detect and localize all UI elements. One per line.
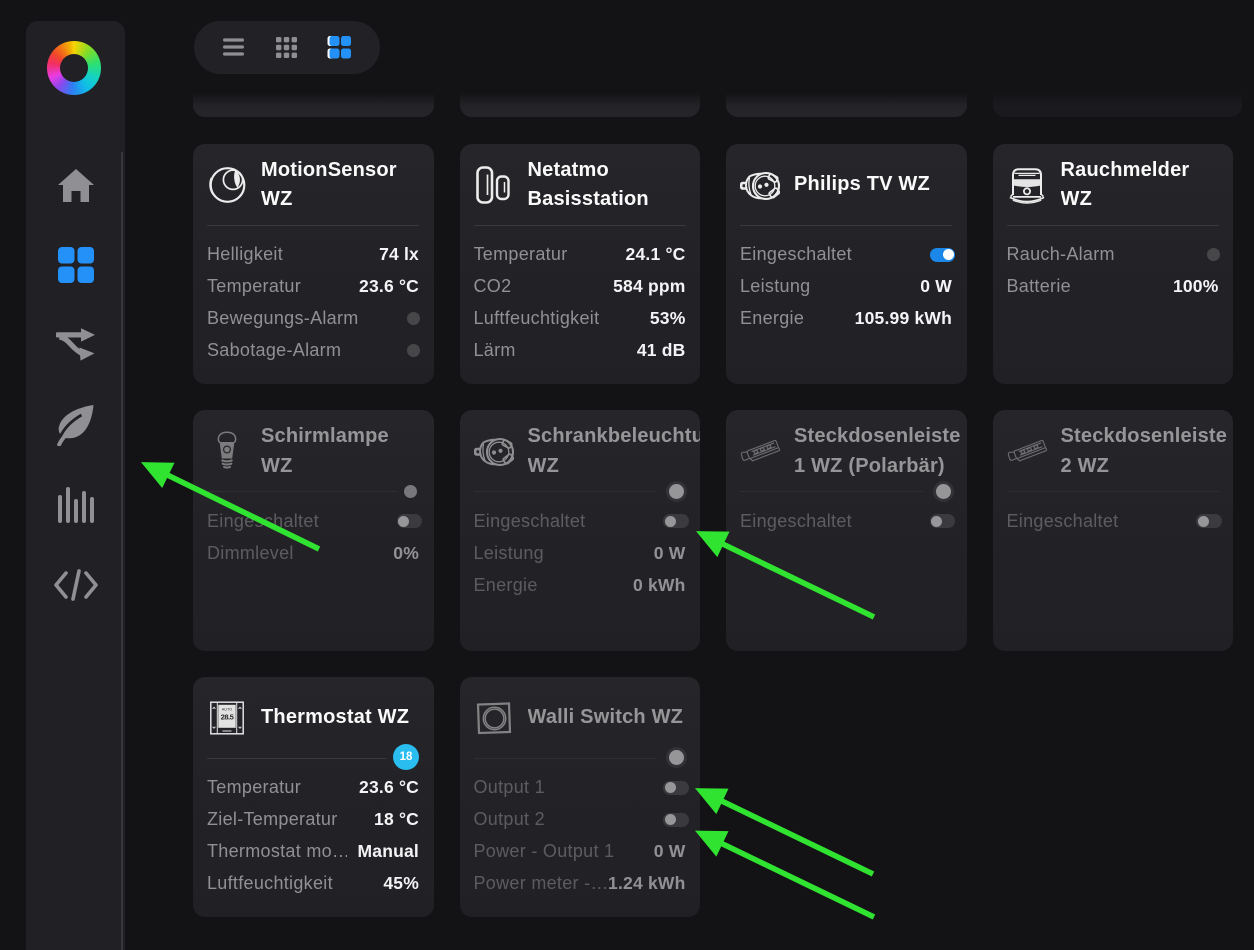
svg-text:AUTO: AUTO bbox=[222, 707, 233, 711]
svg-text:28.5: 28.5 bbox=[221, 712, 235, 721]
